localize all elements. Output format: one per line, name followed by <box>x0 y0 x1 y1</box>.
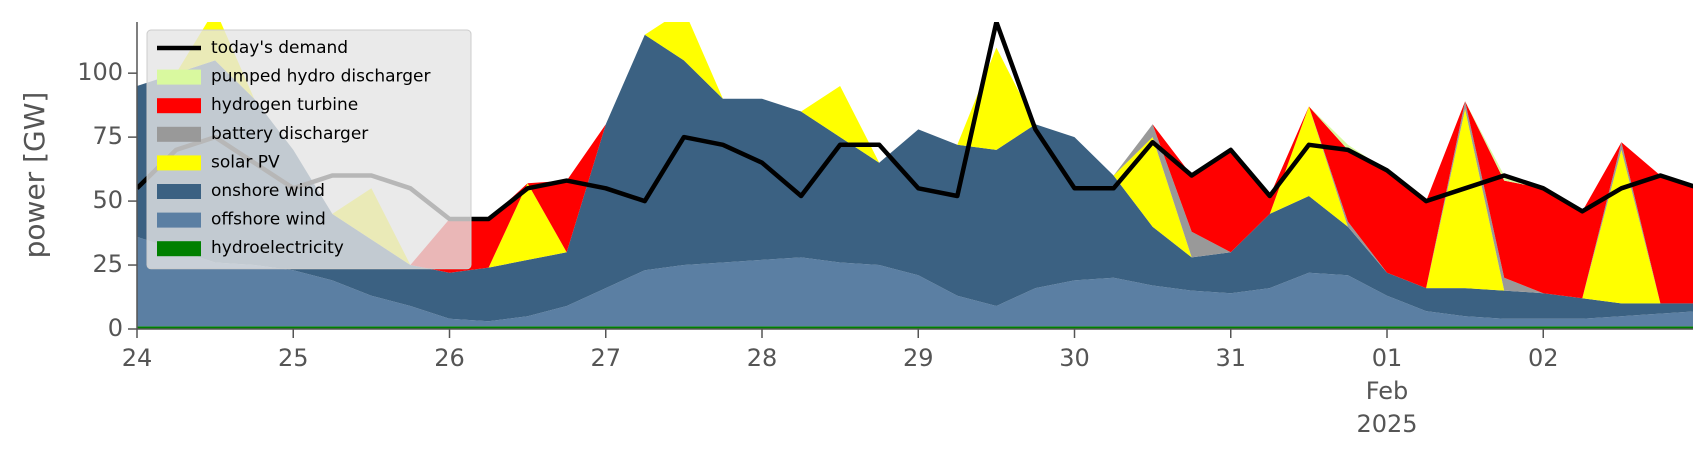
x-tick-label: 25 <box>278 344 309 372</box>
area <box>137 22 1693 304</box>
x-period-label: Feb <box>1366 377 1409 405</box>
x-tick-label: 29 <box>903 344 934 372</box>
y-tick-label: 0 <box>108 314 123 342</box>
legend-label: battery discharger <box>211 124 368 144</box>
legend-swatch <box>157 212 201 228</box>
y-axis-label: power [GW] <box>18 92 51 259</box>
y-tick-label: 75 <box>92 122 123 150</box>
legend-label: solar PV <box>211 152 280 172</box>
area <box>137 22 1693 304</box>
x-tick-label: 01 <box>1372 344 1403 372</box>
x-tick-label: 30 <box>1059 344 1090 372</box>
y-tick-label: 25 <box>92 250 123 278</box>
x-tick-label: 24 <box>122 344 153 372</box>
x-tick-label: 27 <box>590 344 621 372</box>
y-tick-label: 50 <box>92 186 123 214</box>
x-tick-label: 31 <box>1215 344 1246 372</box>
legend-label: today's demand <box>211 38 348 58</box>
legend-label: pumped hydro discharger <box>211 67 430 87</box>
legend-box <box>146 29 472 270</box>
area <box>137 236 1693 327</box>
legend-swatch <box>157 126 201 142</box>
x-tick-label: 28 <box>747 344 778 372</box>
area <box>137 34 1693 322</box>
y-tick-label: 100 <box>77 58 123 86</box>
legend-swatch <box>157 69 201 85</box>
legend-label: hydrogen turbine <box>211 95 358 115</box>
legend-label: offshore wind <box>211 210 326 230</box>
x-tick-label: 02 <box>1528 344 1559 372</box>
x-period-label: 2025 <box>1356 410 1417 438</box>
x-tick-label: 26 <box>434 344 465 372</box>
legend-swatch <box>157 155 201 171</box>
legend-label: hydroelectricity <box>211 238 344 258</box>
legend-swatch <box>157 98 201 114</box>
legend-swatch <box>157 241 201 257</box>
legend-swatch <box>157 184 201 199</box>
legend-label: onshore wind <box>211 181 325 201</box>
